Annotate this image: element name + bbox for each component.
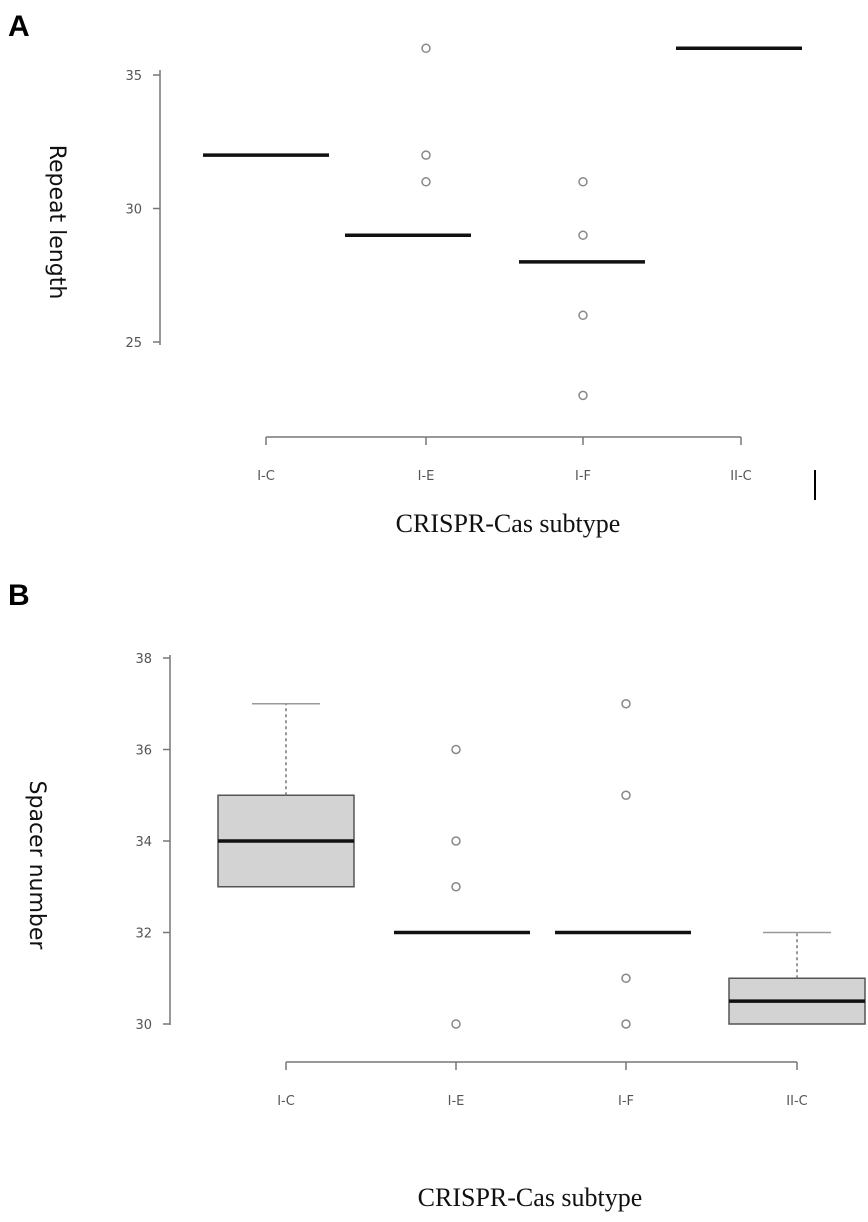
y-tick-label: 34 — [135, 835, 152, 850]
panel-a-marks — [203, 43, 802, 401]
x-tick-label: II-C — [786, 1094, 807, 1109]
panel-a-x-ticks: I-C I-E I-F II-C — [257, 437, 752, 484]
panel-a-label: A — [8, 10, 30, 43]
panel-b-label: B — [8, 579, 30, 612]
panel-a-y-ticks: 25 30 35 — [125, 69, 160, 351]
outlier-point — [578, 177, 588, 187]
panel-b-x-label: CRISPR-Cas subtype — [418, 1183, 643, 1212]
y-tick-label: 32 — [135, 927, 152, 942]
y-tick-label: 25 — [125, 336, 142, 351]
x-tick-label: I-C — [257, 469, 275, 484]
outlier-point — [451, 1019, 461, 1029]
x-tick-label: I-E — [418, 469, 435, 484]
panel-b-y-ticks: 30 32 34 36 38 — [135, 652, 170, 1033]
outlier-point — [621, 1019, 631, 1029]
outlier-point — [421, 150, 431, 160]
outlier-point — [451, 744, 461, 755]
panel-b-x-ticks: I-C I-E I-F II-C — [277, 1062, 808, 1109]
x-tick-label: I-F — [575, 469, 591, 484]
outlier-point — [421, 177, 431, 187]
x-tick-label: II-C — [730, 469, 751, 484]
panel-a-x-label: CRISPR-Cas subtype — [396, 509, 621, 538]
y-tick-label: 38 — [135, 652, 152, 667]
outlier-point — [451, 882, 461, 892]
outlier-point — [621, 790, 631, 800]
outlier-point — [421, 43, 431, 54]
panel-b-y-label: Spacer number — [24, 781, 49, 951]
x-tick-label: I-E — [448, 1094, 465, 1109]
outlier-point — [578, 310, 588, 321]
outlier-point — [578, 390, 588, 401]
outlier-point — [621, 973, 631, 983]
x-tick-label: I-C — [277, 1094, 295, 1109]
panel-b-marks — [217, 699, 866, 1029]
outlier-point — [621, 699, 631, 709]
y-tick-label: 30 — [125, 203, 142, 218]
panel-a: A 25 30 35 I-C I-E I-F II-C Repeat length CRI… — [8, 10, 816, 538]
y-tick-label: 35 — [125, 69, 142, 84]
x-tick-label: I-F — [618, 1094, 634, 1109]
outlier-point — [451, 836, 461, 846]
outlier-point — [578, 230, 588, 240]
y-tick-label: 36 — [135, 744, 152, 759]
y-tick-label: 30 — [135, 1018, 152, 1033]
panel-a-y-label: Repeat length — [44, 145, 69, 300]
panel-b: B 30 32 34 36 38 I-C I-E I-F II-C Spacer number… — [8, 579, 866, 1212]
